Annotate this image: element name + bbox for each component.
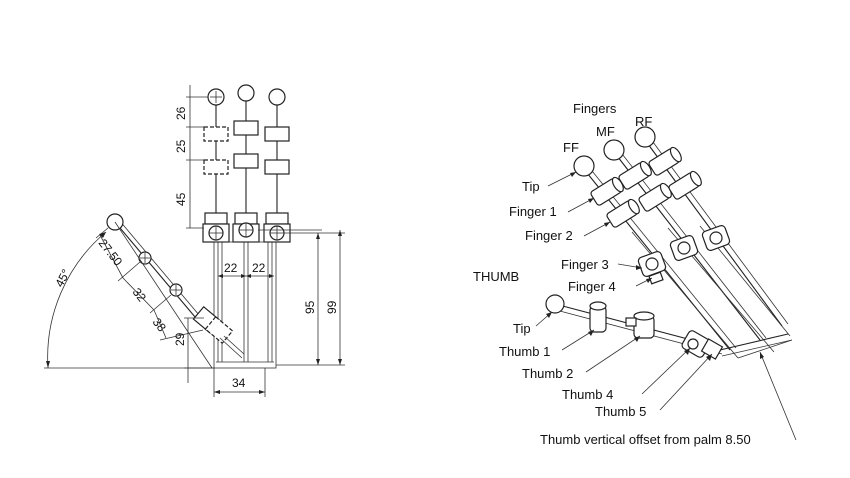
iso-knuckle-joints <box>637 225 731 285</box>
dim-27-50: 27.50 <box>96 236 126 269</box>
fingers-title: Fingers <box>573 101 617 116</box>
finger-callouts: Tip Finger 1 Finger 2 Finger 3 Finger 4 <box>509 171 653 294</box>
dim-22-a: 22 <box>224 261 238 275</box>
label-finger-tip: Tip <box>522 179 540 194</box>
dim-34: 34 <box>232 376 246 390</box>
dim-22-b: 22 <box>252 261 266 275</box>
label-finger-3: Finger 3 <box>561 257 609 272</box>
thumb-angle-dimension: 45° <box>44 221 214 369</box>
right-isometric-view: Fingers FF MF RF THUMB Tip Finger 1 Fing… <box>473 101 797 447</box>
height-dimensions: 95 99 <box>258 229 345 366</box>
dim-99: 99 <box>325 300 339 314</box>
finger-name-mf: MF <box>596 124 615 139</box>
label-finger-2: Finger 2 <box>525 228 573 243</box>
thumb-callouts: Tip Thumb 1 Thumb 2 Thumb 4 Thumb 5 <box>499 311 713 419</box>
label-thumb-tip: Tip <box>513 321 531 336</box>
finger-name-rf: RF <box>635 114 652 129</box>
label-thumb-5: Thumb 5 <box>595 404 646 419</box>
thumb-chain <box>106 213 245 359</box>
palm-base <box>213 241 277 369</box>
label-thumb-1: Thumb 1 <box>499 344 550 359</box>
dim-25: 25 <box>174 139 188 153</box>
base-width-dimension: 34 <box>213 368 266 397</box>
thumb-title: THUMB <box>473 269 519 284</box>
palm-width-dimensions: 22 22 <box>218 261 274 278</box>
iso-finger-tips <box>573 126 656 177</box>
thumb-dimensions: 27.50 32 38 29 <box>96 227 214 383</box>
angle-45: 45° <box>52 267 73 290</box>
label-thumb-4: Thumb 4 <box>562 387 613 402</box>
dim-26: 26 <box>174 106 188 120</box>
iso-finger-segments <box>590 146 702 228</box>
offset-callout: Thumb vertical offset from palm 8.50 <box>540 351 797 447</box>
dim-45: 45 <box>174 192 188 206</box>
label-finger-4: Finger 4 <box>568 279 616 294</box>
left-orthographic-view: 26 25 45 22 22 95 99 34 <box>44 84 345 397</box>
dim-38: 38 <box>150 315 169 334</box>
finger-tips <box>207 84 286 106</box>
label-finger-1: Finger 1 <box>509 204 557 219</box>
finger-name-ff: FF <box>563 140 579 155</box>
vertical-dimensions: 26 25 45 <box>174 85 208 229</box>
finger-segments <box>203 120 290 175</box>
offset-note: Thumb vertical offset from palm 8.50 <box>540 432 751 447</box>
dim-29: 29 <box>173 332 187 346</box>
label-thumb-2: Thumb 2 <box>522 366 573 381</box>
dim-95: 95 <box>303 300 317 314</box>
knuckle-joints <box>202 212 291 243</box>
iso-thumb <box>545 294 724 360</box>
